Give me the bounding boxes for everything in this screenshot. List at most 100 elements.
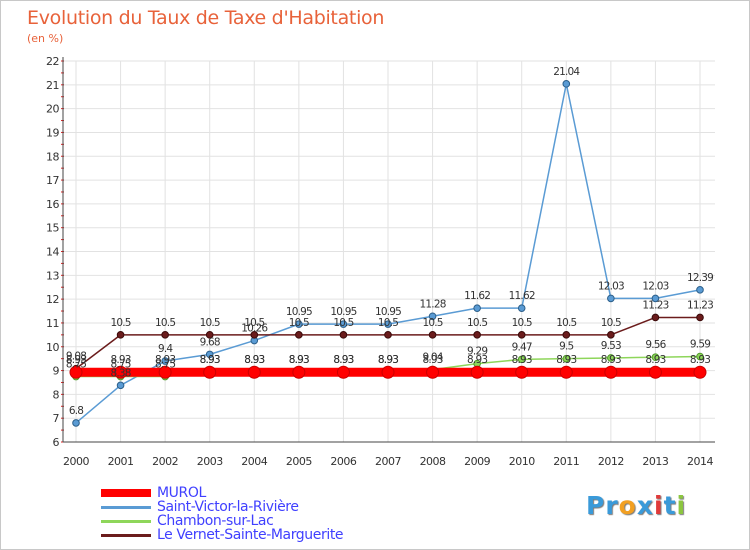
x-tick-label: 2003 [197, 455, 223, 468]
series-point-le-vernet-sainte-marguerite [295, 331, 303, 339]
series-point-saint-victor-la-riviere [428, 312, 437, 321]
series-point-le-vernet-sainte-marguerite [651, 313, 660, 322]
y-tick-label: 19 [46, 126, 59, 139]
data-label: 11.62 [464, 290, 490, 302]
legend-label: Le Vernet-Sainte-Marguerite [157, 527, 344, 543]
series-point-chambon-sur-lac [607, 354, 615, 362]
y-tick-label: 16 [46, 198, 59, 211]
series-point-murol [292, 365, 306, 379]
series-point-chambon-sur-lac [651, 353, 660, 362]
data-label: 8.93 [289, 354, 309, 366]
series-point-le-vernet-sainte-marguerite [696, 313, 704, 322]
series-point-le-vernet-sainte-marguerite [384, 331, 392, 339]
data-label: 21.04 [553, 66, 580, 78]
series-point-le-vernet-sainte-marguerite [116, 331, 125, 339]
legend-label: Chambon-sur-Lac [157, 513, 274, 529]
series-point-le-vernet-sainte-marguerite [428, 331, 437, 339]
y-tick-label: 20 [46, 103, 59, 116]
x-tick-label: 2001 [108, 455, 134, 468]
data-label: 8.93 [556, 354, 576, 366]
data-label: 10.5 [200, 317, 220, 329]
x-tick-label: 2014 [687, 455, 713, 468]
series-point-saint-victor-la-riviere [339, 320, 348, 328]
data-label: 8.93 [200, 354, 220, 366]
series-point-murol [114, 365, 128, 379]
series-point-le-vernet-sainte-marguerite [517, 331, 526, 339]
x-tick-label: 2002 [152, 455, 178, 468]
data-label: 11.23 [642, 299, 668, 311]
data-label: 8.93 [200, 354, 220, 366]
series-point-murol [648, 365, 662, 379]
data-label: 10.5 [601, 317, 621, 329]
series-point-le-vernet-sainte-marguerite [250, 331, 259, 339]
legend-label: MUROL [157, 485, 206, 501]
data-label: 8.93 [244, 354, 264, 366]
data-label: 9.08 [66, 351, 86, 363]
data-label: 8.75 [155, 359, 175, 371]
data-label: 8.38 [110, 367, 130, 379]
y-tick-label: 14 [46, 246, 59, 259]
series-point-saint-victor-la-riviere [517, 304, 526, 312]
data-label: 9.53 [601, 340, 621, 352]
data-label: 8.93 [645, 354, 665, 366]
y-tick-label: 11 [46, 317, 59, 330]
data-label: 8.93 [422, 354, 442, 366]
logo-letter: r [605, 491, 619, 520]
data-label: 8.93 [378, 354, 398, 366]
data-label: 8.93 [690, 354, 710, 366]
x-tick-label: 2008 [420, 455, 446, 468]
x-tick-label: 2005 [286, 455, 312, 468]
y-tick-label: 21 [46, 79, 59, 92]
data-label: 8.93 [378, 354, 398, 366]
legend-swatch [101, 489, 151, 497]
x-tick-label: 2000 [63, 455, 89, 468]
y-tick-label: 17 [46, 174, 59, 187]
data-label: 9.04 [422, 352, 443, 364]
series-point-murol [693, 365, 707, 379]
y-tick-label: 22 [46, 55, 59, 68]
data-label: 9.68 [200, 336, 220, 348]
data-label: 10.5 [289, 317, 309, 329]
series-point-saint-victor-la-riviere [473, 304, 481, 312]
data-label: 12.03 [598, 280, 624, 292]
x-tick-label: 2006 [330, 455, 356, 468]
series-point-le-vernet-sainte-marguerite [473, 331, 481, 339]
data-label: 10.95 [375, 306, 401, 318]
series-point-murol [69, 365, 83, 379]
x-tick-label: 2011 [553, 455, 579, 468]
data-label: 10.26 [241, 323, 268, 335]
logo-letter: x [636, 491, 654, 520]
x-tick-label: 2009 [464, 455, 490, 468]
data-label: 10.5 [512, 317, 532, 329]
data-label: 10.5 [378, 317, 398, 329]
logo-letter: t [663, 491, 677, 520]
logo-letter: P [586, 491, 606, 520]
series-point-le-vernet-sainte-marguerite [339, 331, 348, 339]
data-label: 10.5 [422, 317, 442, 329]
data-label: 8.93 [244, 354, 264, 366]
series-point-murol [470, 365, 484, 379]
series-point-saint-victor-la-riviere [384, 320, 392, 328]
y-tick-label: 18 [46, 150, 59, 163]
series-point-saint-victor-la-riviere [651, 294, 660, 303]
y-tick-label: 8 [53, 388, 60, 401]
series-point-murol [604, 365, 618, 379]
series-point-murol [559, 365, 573, 379]
series-point-murol [203, 365, 217, 379]
series-point-le-vernet-sainte-marguerite [205, 331, 214, 339]
series-point-saint-victor-la-riviere [205, 350, 214, 359]
x-tick-label: 2010 [509, 455, 535, 468]
data-label: 10.5 [110, 317, 130, 329]
series-point-murol [158, 365, 172, 379]
data-label: 8.93 [601, 354, 621, 366]
data-label: 10.5 [333, 317, 353, 329]
legend-swatch [101, 534, 151, 537]
data-label: 8.93 [110, 354, 130, 366]
y-tick-label: 10 [46, 341, 59, 354]
series-point-murol [336, 365, 350, 379]
legend-swatch [101, 506, 151, 509]
x-tick-label: 2007 [375, 455, 401, 468]
y-tick-label: 15 [46, 222, 59, 235]
